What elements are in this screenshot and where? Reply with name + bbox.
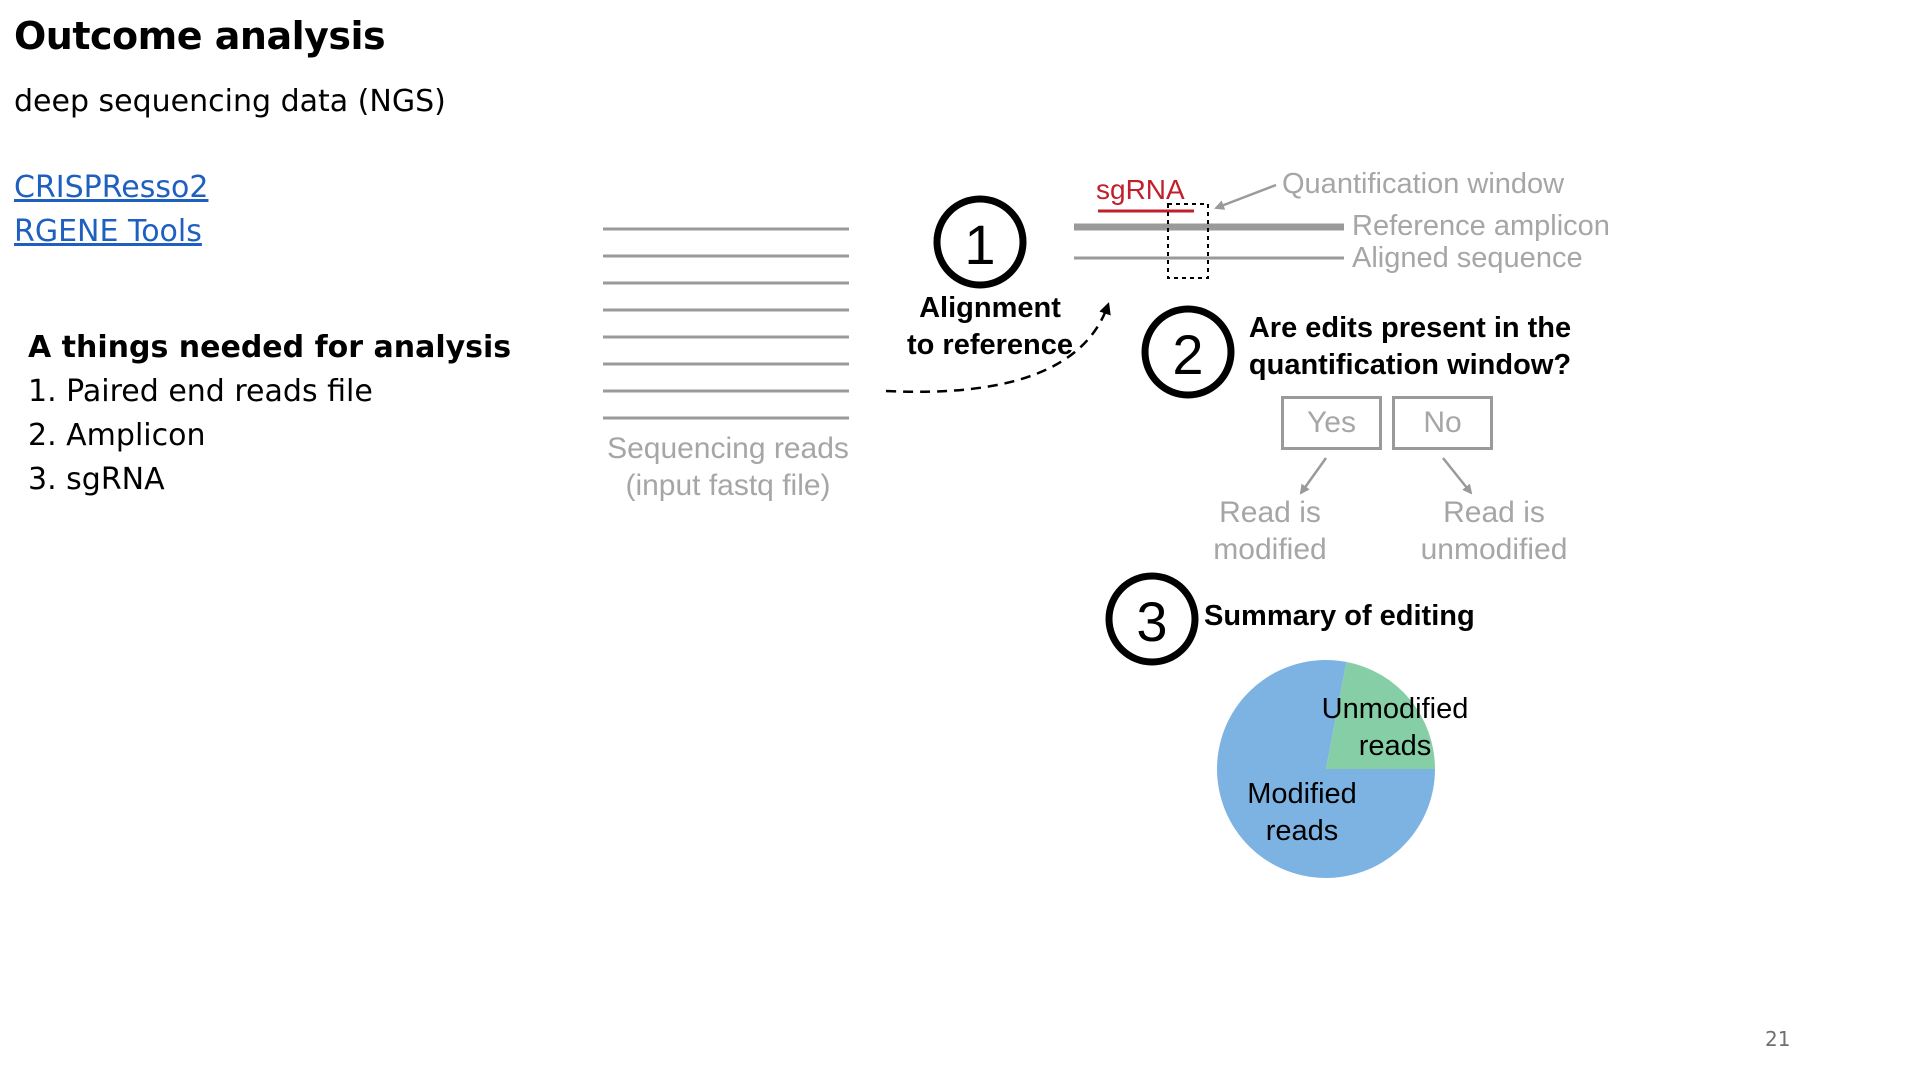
quantification-window-pointer bbox=[1214, 183, 1277, 210]
step2-question-line2: quantification window? bbox=[1248, 349, 1572, 381]
sequencing-read-lines bbox=[603, 227, 849, 420]
pie-unmodified-label-line2: reads bbox=[1358, 730, 1432, 762]
step1-label-line2: to reference bbox=[906, 329, 1073, 361]
step1-circle bbox=[933, 195, 1027, 289]
read-unmodified-line2: unmodified bbox=[1420, 533, 1568, 566]
slide-title: Outcome analysis bbox=[14, 14, 386, 58]
aligned-sequence-label: Aligned sequence bbox=[1352, 242, 1583, 274]
read-modified-line2: modified bbox=[1213, 533, 1327, 566]
step1-label-line1: Alignment bbox=[919, 292, 1061, 324]
alignment-arrow bbox=[885, 302, 1111, 393]
step2-question-line1: Are edits present in the bbox=[1248, 312, 1572, 344]
link-rgene-tools[interactable]: RGENE Tools bbox=[14, 214, 202, 249]
step3-label: Summary of editing bbox=[1204, 600, 1475, 632]
no-box: No bbox=[1392, 396, 1493, 450]
pie-modified-label-line2: reads bbox=[1265, 815, 1339, 847]
pie-unmodified-label-line1: Unmodified bbox=[1321, 693, 1469, 725]
page-number: 21 bbox=[1765, 1027, 1791, 1051]
slide-subtitle: deep sequencing data (NGS) bbox=[14, 84, 446, 119]
pie-slice-unmodified bbox=[1326, 661, 1435, 769]
needs-heading: A things needed for analysis bbox=[28, 330, 512, 365]
no-arrow bbox=[1442, 457, 1473, 495]
pie-modified-label-line1: Modified bbox=[1247, 778, 1357, 810]
step3-circle bbox=[1105, 572, 1199, 666]
quantification-window-label: Quantification window bbox=[1282, 168, 1565, 200]
reads-label-line1: Sequencing reads bbox=[607, 432, 849, 465]
link-crispresso2[interactable]: CRISPResso2 bbox=[14, 170, 209, 205]
step2-number: 2 bbox=[1172, 323, 1204, 386]
yes-arrow bbox=[1299, 457, 1328, 495]
step2-circle bbox=[1141, 305, 1235, 399]
sgrna-label: sgRNA bbox=[1096, 174, 1185, 205]
yes-box: Yes bbox=[1281, 396, 1382, 450]
quantification-window-box bbox=[1167, 203, 1209, 279]
step3-number: 3 bbox=[1136, 590, 1168, 653]
reference-amplicon-label: Reference amplicon bbox=[1352, 210, 1610, 242]
needs-item-amplicon: 2. Amplicon bbox=[28, 418, 206, 453]
needs-item-sgrna: 3. sgRNA bbox=[28, 462, 165, 497]
read-unmodified-line1: Read is bbox=[1443, 496, 1545, 529]
reads-label-line2: (input fastq file) bbox=[625, 469, 831, 502]
editing-summary-pie bbox=[1216, 659, 1435, 878]
step1-number: 1 bbox=[964, 213, 996, 276]
read-modified-line1: Read is bbox=[1219, 496, 1321, 529]
needs-item-reads: 1. Paired end reads file bbox=[28, 374, 373, 409]
pie-slice-modified bbox=[1216, 659, 1435, 878]
